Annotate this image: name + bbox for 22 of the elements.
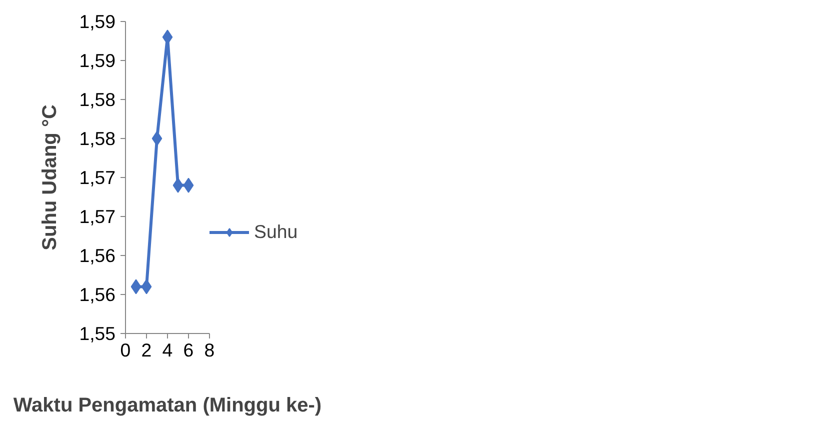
y-tick-label: 1,55 [79,323,116,344]
y-tick-label: 1,57 [79,206,116,227]
y-axis-title: Suhu Udang °C [39,104,62,250]
y-tick-label: 1,58 [79,128,116,149]
point [172,178,184,193]
x-tick-label: 4 [162,340,173,360]
y-tick-label: 1,58 [79,89,116,110]
x-tick-label: 0 [120,340,131,360]
legend-label: Suhu [254,221,298,243]
x-axis-title: Waktu Pengamatan (Minggu ke-) [13,394,322,416]
y-tick-label: 1,56 [79,284,116,305]
point [152,131,162,146]
x-tick-label: 8 [204,340,215,360]
point [130,279,142,294]
point [183,178,194,193]
x-tick-label: 6 [183,340,194,360]
y-tick-label: 1,59 [79,50,116,71]
y-tick-label: 1,59 [79,11,116,32]
y-tick-label: 1,57 [79,167,116,188]
x-tick-label: 2 [141,340,152,360]
point [141,279,152,294]
y-tick-label: 1,56 [79,245,116,266]
